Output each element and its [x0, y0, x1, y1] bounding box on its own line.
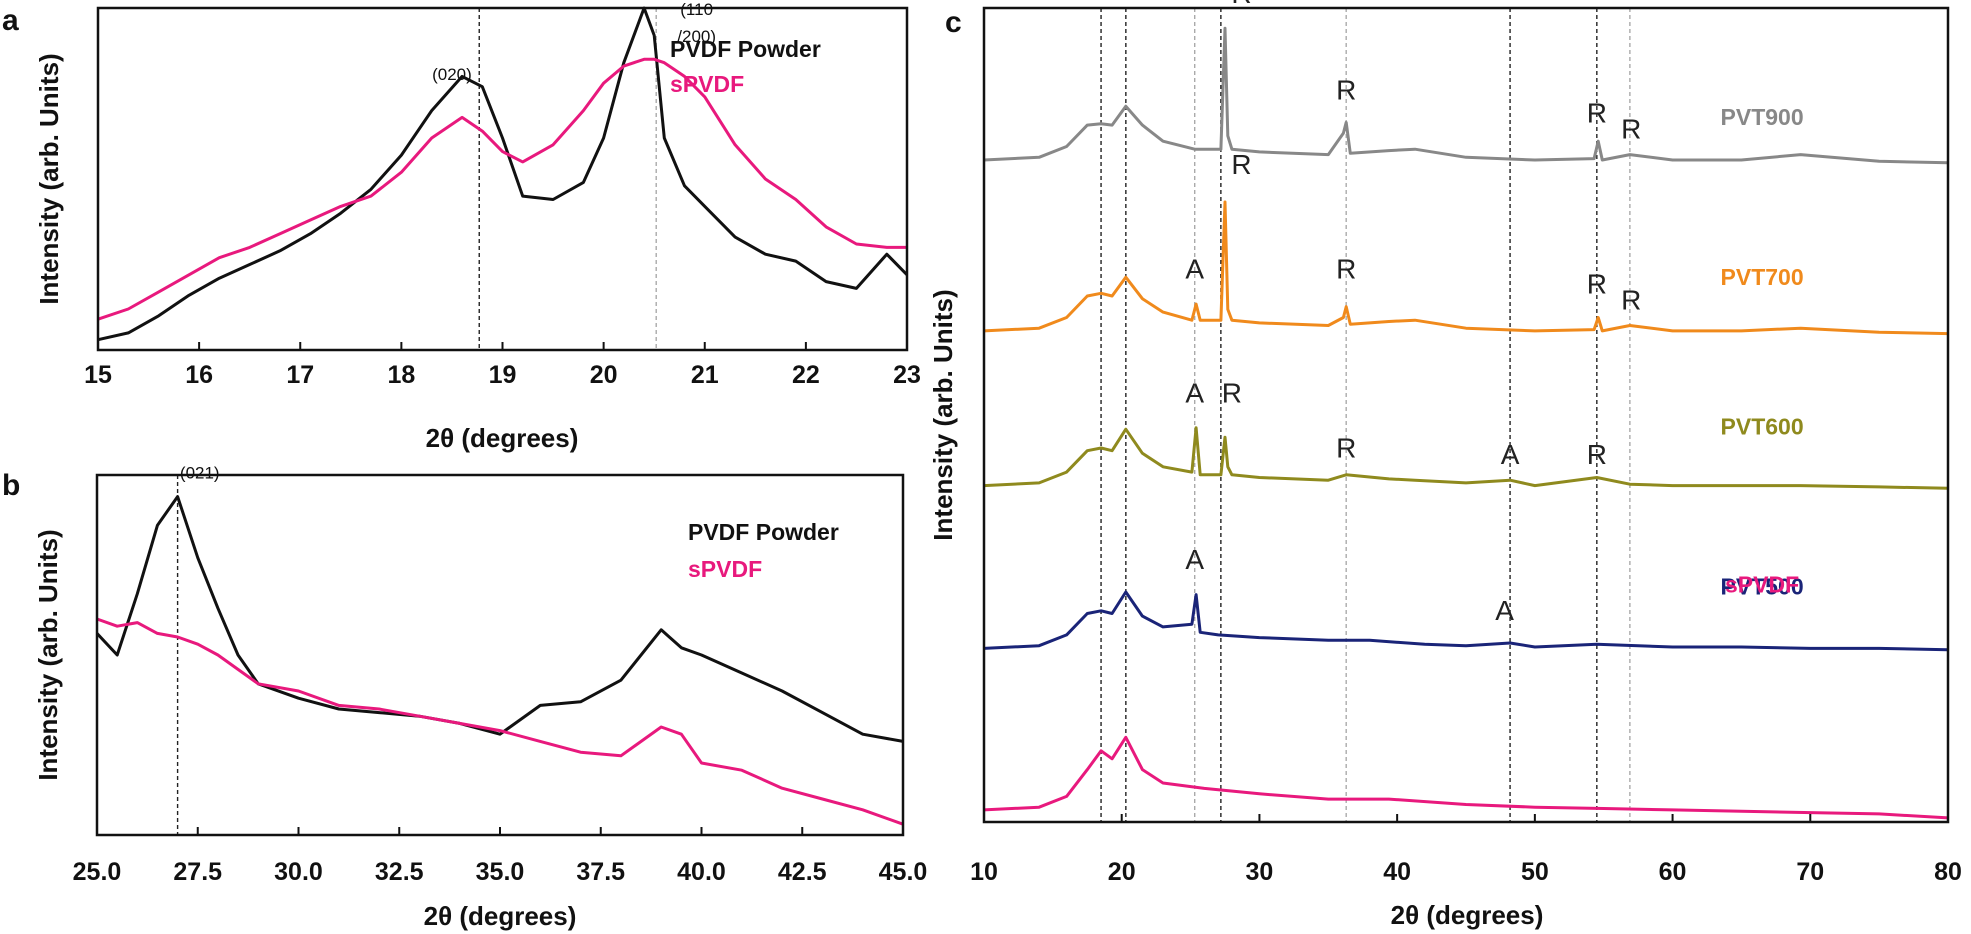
x-tick-label: 25.0	[73, 858, 122, 886]
phase-mark: A	[1185, 544, 1204, 575]
phase-mark: R	[1231, 0, 1251, 9]
panel-letter-c: c	[945, 6, 962, 39]
panel-b: b 25.0 27.5 30.0 32.5 35.0 37.5 40.0 42.5 45.0 2θ …	[2, 464, 927, 931]
x-tick-label: 18	[387, 361, 415, 389]
series-line-pvdf-powder	[97, 6, 909, 342]
series-label-spvdf: sPVDF	[1725, 571, 1799, 597]
series-label-pvt600: PVT600	[1721, 414, 1804, 440]
panel-c: c 10 20 30 40 50 60 70 80 2θ (degrees) Intensity (…	[928, 0, 1962, 930]
x-tick-label: 23	[893, 361, 921, 389]
x-tick-label: 32.5	[375, 858, 424, 886]
phase-mark: R	[1336, 75, 1356, 106]
x-tick-label: 16	[185, 361, 213, 389]
legend-entry-pvdf-powder: PVDF Powder	[670, 36, 821, 62]
panel-a: a 15 16 17 18 19 20 21 22 23 2θ (degrees) Intensity…	[2, 0, 921, 453]
phase-mark: R	[1336, 432, 1356, 463]
phase-mark: A	[1185, 254, 1204, 285]
x-tick-label: 17	[286, 361, 314, 389]
peak-annotation: /200)	[677, 27, 716, 46]
series-line-spvdf	[96, 617, 904, 826]
x-tick-label: 30	[1246, 858, 1274, 886]
x-tick-label: 10	[970, 858, 998, 886]
series-label-pvt700: PVT700	[1721, 264, 1804, 290]
phase-mark: A	[1495, 595, 1514, 626]
x-tick-label: 30.0	[274, 858, 323, 886]
x-tick-label: 22	[792, 361, 820, 389]
series-label-pvt900: PVT900	[1721, 104, 1804, 130]
phase-mark: R	[1621, 113, 1641, 144]
x-axis-title: 2θ (degrees)	[1391, 900, 1544, 930]
series-label-pvt500: PVT500	[1721, 574, 1804, 600]
x-tick-label: 50	[1521, 858, 1549, 886]
x-tick-label: 35.0	[476, 858, 525, 886]
phase-mark: R	[1587, 97, 1607, 128]
x-tick-label: 45.0	[879, 858, 928, 886]
x-tick-label: 19	[489, 361, 517, 389]
y-axis-title: Intensity (arb. Units)	[928, 289, 958, 540]
x-tick-label: 40.0	[677, 858, 726, 886]
panel-letter-b: b	[2, 469, 20, 502]
peak-annotation: (020)	[432, 65, 472, 84]
phase-mark: R	[1336, 254, 1356, 285]
series-line-pvt500	[983, 590, 1949, 652]
phase-mark: R	[1231, 149, 1251, 180]
legend-entry-spvdf: sPVDF	[670, 71, 744, 97]
phase-mark: R	[1222, 377, 1242, 408]
x-tick-label: 37.5	[576, 858, 625, 886]
x-tick-label: 20	[590, 361, 618, 389]
series-line-spvdf	[983, 735, 1949, 820]
series-line-spvdf	[97, 57, 907, 321]
series-line-pvt700	[983, 200, 1949, 336]
phase-mark: A	[1185, 377, 1204, 408]
x-tick-label: 42.5	[778, 858, 827, 886]
panel-letter-a: a	[2, 4, 19, 37]
legend-entry-pvdf-powder: PVDF Powder	[688, 519, 839, 545]
phase-mark: R	[1621, 284, 1641, 315]
legend-entry-spvdf: sPVDF	[688, 556, 762, 582]
phase-mark: A	[1501, 439, 1520, 470]
x-tick-label: 27.5	[173, 858, 222, 886]
phase-mark: R	[1587, 439, 1607, 470]
series-line-pvt900	[983, 26, 1949, 165]
phase-mark: R	[1587, 268, 1607, 299]
x-tick-label: 70	[1796, 858, 1824, 886]
y-axis-title: Intensity (arb. Units)	[34, 53, 64, 304]
x-tick-label: 40	[1383, 858, 1411, 886]
y-axis-title: Intensity (arb. Units)	[33, 529, 63, 780]
x-tick-label: 60	[1659, 858, 1687, 886]
x-tick-label: 80	[1934, 858, 1962, 886]
x-tick-label: 20	[1108, 858, 1136, 886]
x-axis-title: 2θ (degrees)	[424, 901, 577, 931]
x-tick-label: 21	[691, 361, 719, 389]
x-tick-label: 15	[84, 361, 112, 389]
peak-annotation: (110	[680, 0, 713, 19]
x-axis-title: 2θ (degrees)	[426, 423, 579, 453]
plot-frame	[982, 6, 1950, 824]
peak-annotation: (021)	[180, 464, 220, 483]
series-line-pvt600	[983, 426, 1949, 490]
